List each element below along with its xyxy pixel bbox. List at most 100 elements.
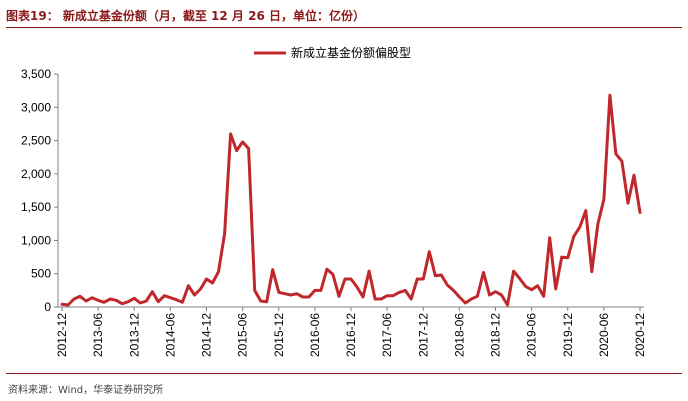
y-tick-label: 1,000 [21,233,51,247]
data-point [633,174,635,176]
data-point [591,271,593,273]
data-point [627,202,629,204]
data-point [152,291,154,293]
x-tick-label: 2017-12 [416,313,430,357]
data-point [483,272,485,274]
data-point [194,294,196,296]
data-point [434,275,436,277]
data-point [290,294,292,296]
data-point [314,290,316,292]
data-point [97,300,99,302]
x-tick-label: 2012-12 [55,313,69,357]
data-point [109,298,111,300]
legend-label-equity: 新成立基金份额偏股型 [291,45,411,60]
data-point [447,284,449,286]
data-point [585,210,587,212]
data-point [507,304,509,306]
y-tick-label: 3,000 [21,100,51,114]
data-point [344,278,346,280]
data-point [254,290,256,292]
data-point [218,271,220,273]
data-point [103,302,105,304]
data-point [224,233,226,235]
x-tick-label: 2019-06 [525,313,539,357]
data-point [471,298,473,300]
data-point [188,285,190,287]
x-tick-label: 2018-06 [452,313,466,357]
data-point [465,302,467,304]
data-point [531,289,533,291]
data-point [513,270,515,272]
data-point [368,270,370,272]
x-tick-label: 2013-12 [127,313,141,357]
source-note: 资料来源：Wind，华泰证券研究所 [8,385,164,396]
x-tick-label: 2015-06 [236,313,250,357]
data-point [356,286,358,288]
data-point [73,298,75,300]
data-point [441,274,443,276]
data-point [573,236,575,238]
data-point [549,237,551,239]
data-point [164,295,166,297]
data-point [302,296,304,298]
data-point [639,212,641,214]
x-tick-label: 2017-06 [380,313,394,357]
data-point [145,300,147,302]
data-point [404,290,406,292]
figure-title: 图表19： 新成立基金份额（月，截至 12 月 26 日，单位：亿份） [6,9,365,23]
data-point [326,268,328,270]
data-point [453,290,455,292]
data-point [410,298,412,300]
series-line [60,93,642,307]
data-point [170,297,172,299]
y-tick-label: 0 [44,300,51,314]
data-point [320,290,322,292]
data-point [206,278,208,280]
data-point [242,141,244,143]
data-point [495,291,497,293]
data-point [615,153,617,155]
y-tick-label: 3,500 [21,67,51,81]
y-tick-label: 500 [31,267,51,281]
data-point [308,296,310,298]
x-tick-label: 2020-12 [633,313,647,357]
plot-area [60,93,642,307]
x-tick-label: 2018-12 [489,313,503,357]
data-point [158,301,160,303]
data-point [537,285,539,287]
data-point [621,160,623,162]
data-point [272,269,274,271]
data-point [115,300,117,302]
data-point [284,293,286,295]
x-tick-label: 2019-12 [561,313,575,357]
x-tick-label: 2014-06 [163,313,177,357]
data-point [266,301,268,303]
data-point [416,278,418,280]
x-tick-label: 2016-06 [308,313,322,357]
data-point [525,286,527,288]
title-divider [6,27,682,28]
data-point [501,294,503,296]
x-tick-label: 2015-12 [272,313,286,357]
data-point [332,274,334,276]
data-point [176,299,178,301]
data-point [380,298,382,300]
data-point [459,296,461,298]
data-point [127,301,129,303]
data-point [374,298,376,300]
data-point [67,304,69,306]
data-point [121,303,123,305]
data-point [477,296,479,298]
data-point [579,226,581,228]
data-point [392,295,394,297]
data-point [212,282,214,284]
data-point [603,198,605,200]
data-point [182,302,184,304]
data-point [567,257,569,259]
x-axis: 2012-12 2013-06 2013-12 2014-06 2014-12 2015-… [55,306,647,357]
x-tick-label: 2013-06 [91,313,105,357]
data-point [85,300,87,302]
chart-legend: 新成立基金份额偏股型 [254,45,411,60]
data-point [489,294,491,296]
